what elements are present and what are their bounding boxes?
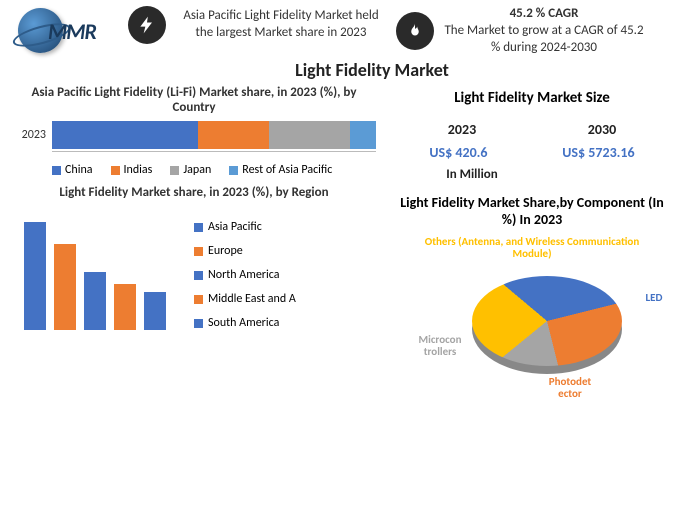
size-title: Light Fidelity Market Size (392, 89, 672, 107)
pie-label: LED (624, 292, 684, 304)
pie-chart: Light Fidelity Market Share,by Component… (392, 194, 672, 404)
legend-item: Europe (194, 244, 296, 258)
hbar-seg (350, 121, 376, 149)
legend-item: China (52, 163, 93, 177)
vbar (84, 272, 106, 330)
pie-top (472, 276, 622, 366)
header-fact-1-text: Asia Pacific Light Fidelity Market held … (174, 8, 388, 42)
pie-label: Microcon trollers (410, 334, 470, 358)
flame-icon (396, 12, 434, 50)
hbar-seg (269, 121, 350, 149)
vbar (114, 284, 136, 330)
hbar-track (52, 121, 376, 149)
pie-label: Others (Antenna, and Wireless Communicat… (422, 236, 642, 260)
header-fact-2-text: 45.2 % CAGR The Market to grow at a CAGR… (442, 6, 646, 57)
size-year-1: 2023 (448, 121, 476, 138)
size-val-1: US$ 420.6 (429, 144, 487, 161)
vbar-legend: Asia Pacific Europe North America Middle Ea… (194, 210, 296, 340)
bolt-icon (128, 6, 166, 44)
main-title: Light Fidelity Market (60, 59, 684, 81)
cagr-text: The Market to grow at a CAGR of 45.2 % d… (444, 23, 643, 55)
header-fact-2: 45.2 % CAGR The Market to grow at a CAGR… (396, 6, 646, 57)
hbar-seg (52, 121, 198, 149)
size-year-2: 2030 (588, 121, 616, 138)
pie-wrap: LEDPhotodet ectorMicrocon trollersOthers… (392, 234, 672, 404)
pie-label: Photodet ector (540, 376, 600, 400)
hbar-seg (198, 121, 269, 149)
size-years: 2023 2030 (392, 121, 672, 138)
pie-3d (472, 276, 622, 366)
right-column: Light Fidelity Market Size 2023 2030 US$… (392, 85, 672, 404)
header: MMR Asia Pacific Light Fidelity Market h… (0, 0, 684, 61)
size-unit: In Million (272, 167, 672, 182)
hbar-chart: Asia Pacific Light Fidelity (Li-Fi) Mark… (12, 85, 376, 177)
hbar-year-label: 2023 (12, 128, 52, 142)
market-size-block: Light Fidelity Market Size 2023 2030 US$… (392, 89, 672, 182)
cagr-title: 45.2 % CAGR (510, 6, 579, 21)
hbar-row: 2023 (12, 121, 376, 149)
header-fact-1: Asia Pacific Light Fidelity Market held … (128, 6, 388, 44)
vbar (144, 292, 166, 330)
hbar-axis (52, 151, 376, 159)
hbar-title: Asia Pacific Light Fidelity (Li-Fi) Mark… (12, 85, 376, 115)
legend-item: Middle East and A (194, 292, 296, 306)
pie-title: Light Fidelity Market Share,by Component… (392, 194, 672, 228)
content: Asia Pacific Light Fidelity (Li-Fi) Mark… (0, 85, 684, 404)
logo-text: MMR (48, 18, 96, 45)
vbar-chart: Light Fidelity Market share, in 2023 (%)… (12, 185, 376, 340)
vbar (54, 244, 76, 330)
size-values: US$ 420.6 US$ 5723.16 (392, 144, 672, 161)
legend-item: North America (194, 268, 296, 282)
vbar (24, 222, 46, 330)
size-val-2: US$ 5723.16 (562, 144, 634, 161)
left-column: Asia Pacific Light Fidelity (Li-Fi) Mark… (12, 85, 376, 404)
legend-item: Asia Pacific (194, 220, 296, 234)
mmr-logo: MMR (10, 6, 120, 61)
legend-item: Japan (170, 163, 211, 177)
legend-item: Indias (111, 163, 153, 177)
legend-item: South America (194, 316, 296, 330)
vbar-bars (12, 210, 182, 340)
vbar-body: Asia Pacific Europe North America Middle Ea… (12, 210, 376, 340)
vbar-title: Light Fidelity Market share, in 2023 (%)… (12, 185, 376, 200)
